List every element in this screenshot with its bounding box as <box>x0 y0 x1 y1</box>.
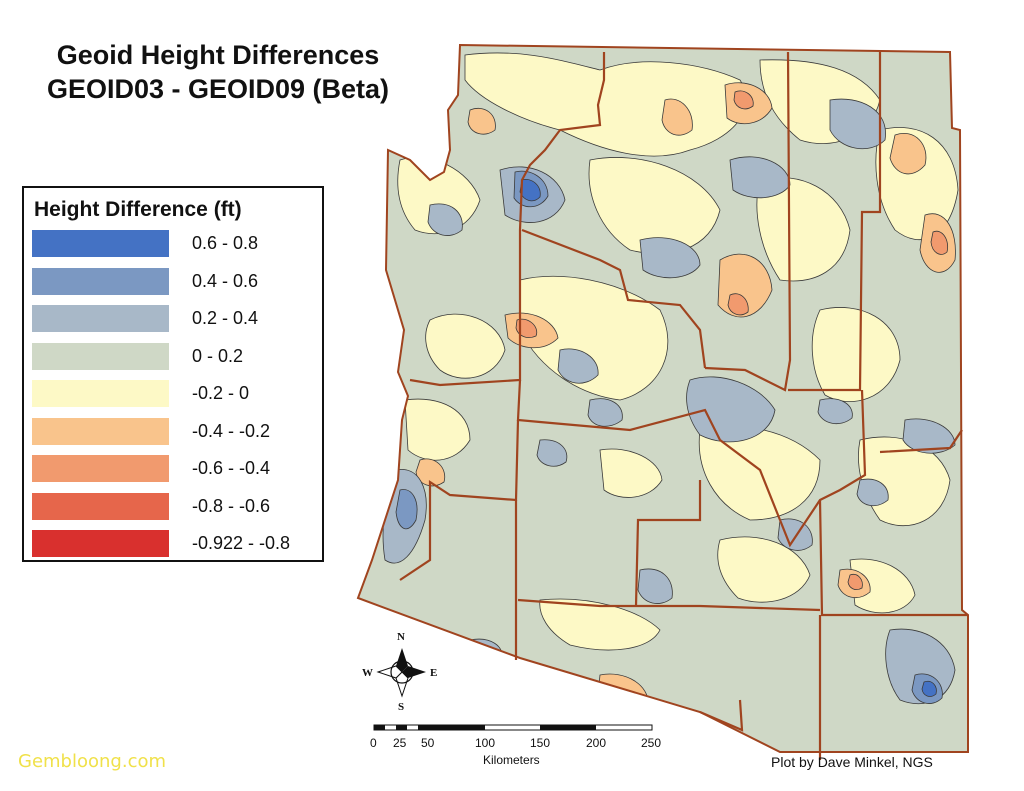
scale-tick-50: 50 <box>421 736 435 750</box>
scale-tick-150: 150 <box>530 736 551 750</box>
legend-label: 0.2 - 0.4 <box>192 308 259 328</box>
legend-label: -0.2 - 0 <box>192 383 250 403</box>
scale-tick-100: 100 <box>475 736 496 750</box>
legend-swatch <box>32 230 169 257</box>
legend-swatch <box>32 492 169 520</box>
legend-swatch <box>32 342 169 370</box>
contour-patches <box>382 52 959 711</box>
legend-row: 0.4 - 0.6 <box>32 267 312 296</box>
compass-n: N <box>397 631 405 643</box>
legend-row: -0.4 - -0.2 <box>32 417 312 446</box>
legend-swatch <box>32 267 169 295</box>
north-arrow: N S E W <box>362 631 437 713</box>
legend-swatch <box>32 380 169 407</box>
legend-swatch <box>32 417 169 445</box>
scale-tick-200: 200 <box>586 736 607 750</box>
map-title: Geoid Height Differences GEOID03 - GEOID… <box>18 38 418 106</box>
title-line-2: GEOID03 - GEOID09 (Beta) <box>46 74 390 104</box>
legend-label: -0.4 - -0.2 <box>192 420 271 441</box>
scale-tick-25: 25 <box>393 736 407 750</box>
legend-row: -0.8 - -0.6 <box>32 492 312 521</box>
compass-s: S <box>398 701 404 713</box>
scale-tick-250: 250 <box>641 736 662 750</box>
legend-label: -0.6 - -0.4 <box>192 458 271 478</box>
legend-label: 0.6 - 0.8 <box>192 233 259 253</box>
legend-label: -0.8 - -0.6 <box>192 495 271 516</box>
state-outline <box>356 43 969 753</box>
title-line-1: Geoid Height Differences <box>56 40 380 70</box>
legend-row: 0.2 - 0.4 <box>32 305 312 333</box>
legend-swatch <box>32 305 169 332</box>
county-boundaries <box>399 51 968 760</box>
watermark-text: Gembloong.com <box>18 751 167 772</box>
legend-label: 0.4 - 0.6 <box>192 270 259 291</box>
scale-bar <box>373 724 653 731</box>
legend-swatch <box>32 530 169 557</box>
legend: Height Difference (ft) 0.6 - 0.8 0.4 - 0.… <box>22 186 324 562</box>
credit-text: Plot by Dave Minkel, NGS <box>771 754 933 770</box>
legend-label: -0.922 - -0.8 <box>192 533 291 553</box>
legend-row: -0.2 - 0 <box>32 380 312 408</box>
legend-row: 0 - 0.2 <box>32 342 312 371</box>
compass-e: E <box>430 667 437 679</box>
legend-label: 0 - 0.2 <box>192 345 244 366</box>
legend-swatch <box>32 455 169 482</box>
compass-w: W <box>362 667 373 679</box>
legend-row: 0.6 - 0.8 <box>32 230 312 258</box>
legend-row: -0.922 - -0.8 <box>32 530 312 558</box>
scale-tick-0: 0 <box>370 736 377 750</box>
scale-units: Kilometers <box>483 753 540 767</box>
legend-row: -0.6 - -0.4 <box>32 455 312 483</box>
legend-title: Height Difference (ft) <box>34 198 242 221</box>
